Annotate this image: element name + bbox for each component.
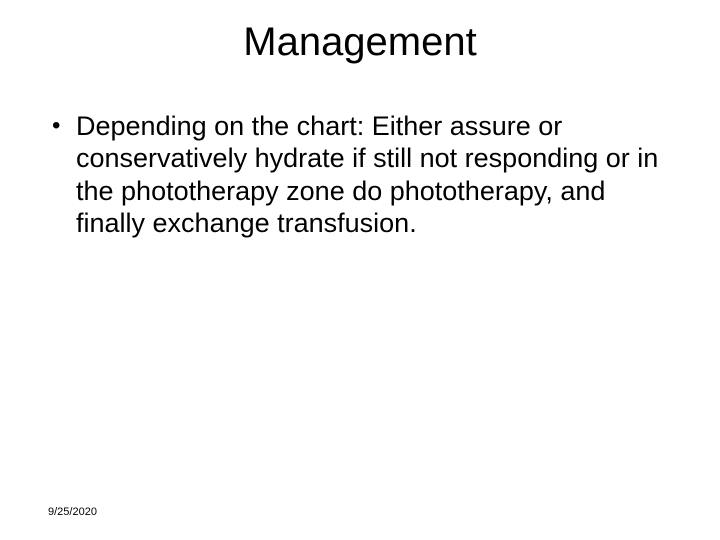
slide-title: Management bbox=[0, 20, 720, 65]
footer-date: 9/25/2020 bbox=[48, 506, 97, 518]
slide-body: Depending on the chart: Either assure or… bbox=[48, 110, 672, 240]
bullet-item: Depending on the chart: Either assure or… bbox=[48, 110, 672, 240]
slide: Management Depending on the chart: Eithe… bbox=[0, 0, 720, 540]
bullet-list: Depending on the chart: Either assure or… bbox=[48, 110, 672, 240]
